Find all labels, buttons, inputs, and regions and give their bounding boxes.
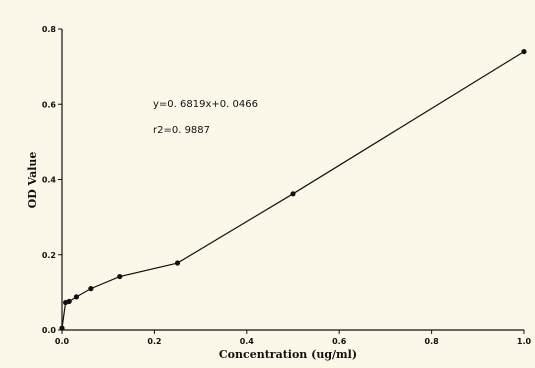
x-tick-label: 0.4: [240, 337, 255, 346]
ticks: 0.0 0.2 0.4 0.6 0.8 0.0 0.2 0.4 0.6 0.8 1.0: [42, 25, 532, 346]
y-tick-label: 0.6: [42, 100, 57, 109]
y-axis-title: OD Value: [26, 152, 39, 209]
y-tick-label: 0.4: [42, 176, 57, 185]
y-tick-label: 0.8: [42, 25, 57, 34]
data-point: [88, 286, 94, 292]
x-tick-label: 0.8: [425, 337, 440, 346]
data-point: [117, 273, 123, 280]
data-point: [73, 294, 80, 300]
r-squared-value: r2=0. 9887: [153, 125, 210, 136]
series: [59, 48, 527, 331]
data-point: [174, 260, 181, 266]
x-tick-label: 0.0: [55, 337, 70, 346]
data-point: [521, 48, 527, 55]
data-point: [66, 298, 72, 305]
data-point: [59, 325, 65, 331]
y-tick-label: 0.0: [42, 326, 57, 335]
y-tick-label: 0.2: [42, 251, 56, 260]
x-tick-label: 1.0: [517, 337, 532, 346]
data-point: [290, 191, 296, 197]
x-tick-label: 0.6: [332, 337, 347, 346]
x-axis-title: Concentration (ug/ml): [219, 348, 357, 361]
x-tick-label: 0.2: [147, 337, 161, 346]
regression-equation: y=0. 6819x+0. 0466: [153, 99, 258, 110]
